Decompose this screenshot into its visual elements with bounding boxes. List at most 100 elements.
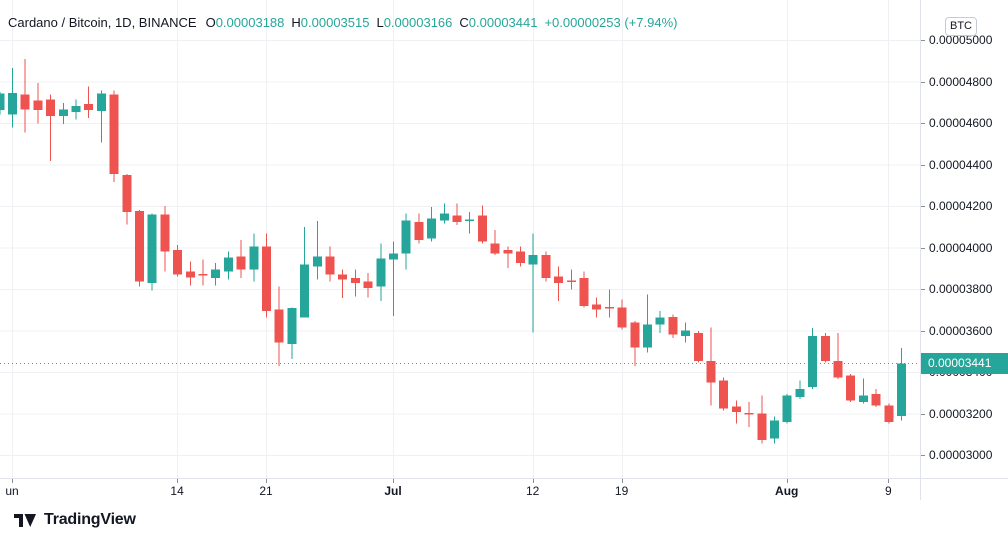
candle-body <box>731 406 741 413</box>
candle-body <box>46 99 56 117</box>
time-axis-label: Aug <box>775 484 799 498</box>
time-axis-label: 12 <box>526 484 540 498</box>
candle-body <box>300 264 310 318</box>
price-axis-label: 0.00003600 <box>921 324 1008 338</box>
candle-body <box>604 306 614 309</box>
candle-body <box>503 249 513 254</box>
price-axis-label: 0.00004000 <box>921 241 1008 255</box>
time-axis-tick <box>787 479 788 483</box>
candle-body <box>566 280 576 283</box>
candle-body <box>0 93 5 110</box>
candle-body <box>198 274 208 276</box>
candle-body <box>109 94 119 175</box>
price-axis-label: 0.00003000 <box>921 448 1008 462</box>
candle-body <box>579 278 589 307</box>
candle-body <box>541 254 551 279</box>
time-axis-tick <box>393 479 394 483</box>
candle-body <box>236 256 246 270</box>
candle-body <box>554 276 564 283</box>
candle-body <box>655 317 665 325</box>
candle-body <box>528 254 538 265</box>
price-axis-separator <box>920 0 921 500</box>
time-axis-tick <box>177 479 178 483</box>
time-axis-separator <box>0 478 1008 479</box>
candle-body <box>630 322 640 348</box>
time-axis-label: 21 <box>259 484 273 498</box>
candle-body <box>770 420 779 439</box>
candle-body <box>58 109 68 117</box>
price-axis-label: 0.00003800 <box>921 282 1008 296</box>
candle-body <box>287 307 297 345</box>
candle-body <box>20 94 30 110</box>
candle-body <box>668 317 678 335</box>
tradingview-logo-icon <box>14 513 36 527</box>
ohlc-open: O0.00003188 <box>205 15 285 30</box>
price-axis-label: 0.00005000 <box>921 33 1008 47</box>
candle-body <box>185 271 195 278</box>
candle-body <box>160 214 170 252</box>
candle-body <box>795 388 805 398</box>
candle-body <box>147 214 157 283</box>
candle-body <box>274 309 284 343</box>
candle-body <box>135 211 144 282</box>
candle-body <box>452 215 462 222</box>
time-axis-label: 14 <box>170 484 184 498</box>
change-value: +0.00000253 (+7.94%) <box>544 15 678 30</box>
time-axis-tick <box>266 479 267 483</box>
candle-body <box>363 281 373 288</box>
tradingview-logo[interactable]: TradingView <box>14 511 136 529</box>
candle-body <box>312 256 322 267</box>
candle-body <box>389 253 398 260</box>
candle-body <box>350 278 360 283</box>
candle-body <box>8 92 17 115</box>
candle-body <box>477 215 487 242</box>
time-axis-tick <box>12 479 13 483</box>
candle-body <box>262 246 271 311</box>
candle-body <box>592 304 602 310</box>
price-axis-label: 0.00004400 <box>921 158 1008 172</box>
currency-toggle-button[interactable]: BTC <box>945 17 977 36</box>
candle-body <box>820 335 830 361</box>
price-axis[interactable]: 0.00003441 0.00005000 0.00004800 0.0000460… <box>921 0 1008 478</box>
price-axis-label: 0.00004600 <box>921 116 1008 130</box>
chart-legend: Cardano / Bitcoin, 1D, BINANCE O0.0000318… <box>8 15 677 30</box>
time-axis-tick <box>622 479 623 483</box>
price-axis-label: 0.00004800 <box>921 75 1008 89</box>
candle-body <box>338 274 348 280</box>
candle-body <box>643 324 652 348</box>
candle-body <box>439 213 449 221</box>
candle-body <box>858 395 868 403</box>
current-price-tag: 0.00003441 <box>921 352 1008 374</box>
time-axis[interactable]: un 14 21 Jul 12 19 Aug 9 <box>0 479 920 501</box>
time-axis-label: 19 <box>614 484 629 498</box>
time-axis-label: 9 <box>884 484 892 498</box>
candle-body <box>833 360 843 378</box>
candle-body <box>782 395 792 423</box>
candle-body <box>325 256 335 275</box>
candlestick-chart[interactable] <box>0 0 920 478</box>
time-axis-tick <box>888 479 889 483</box>
candle-body <box>846 375 856 401</box>
candle-body <box>871 393 881 406</box>
candle-body <box>757 413 767 441</box>
candle-body <box>897 363 906 416</box>
ohlc-high: H0.00003515 <box>291 15 370 30</box>
candle-body <box>173 249 183 275</box>
candle-body <box>223 257 233 272</box>
ohlc-low: L0.00003166 <box>376 15 453 30</box>
candle-body <box>84 103 94 111</box>
candle-body <box>414 221 424 241</box>
candle-body <box>719 380 729 409</box>
tradingview-logo-text: TradingView <box>44 511 136 528</box>
candle-body <box>681 330 691 336</box>
time-axis-label: un <box>5 484 19 498</box>
symbol-title: Cardano / Bitcoin, 1D, BINANCE <box>8 15 197 30</box>
time-axis-tick <box>533 479 534 483</box>
candle-body <box>617 307 627 328</box>
candle-body <box>71 106 81 113</box>
candle-body <box>706 360 716 383</box>
price-axis-label: 0.00004200 <box>921 199 1008 213</box>
candle-body <box>744 412 754 415</box>
candle-body <box>465 219 475 221</box>
